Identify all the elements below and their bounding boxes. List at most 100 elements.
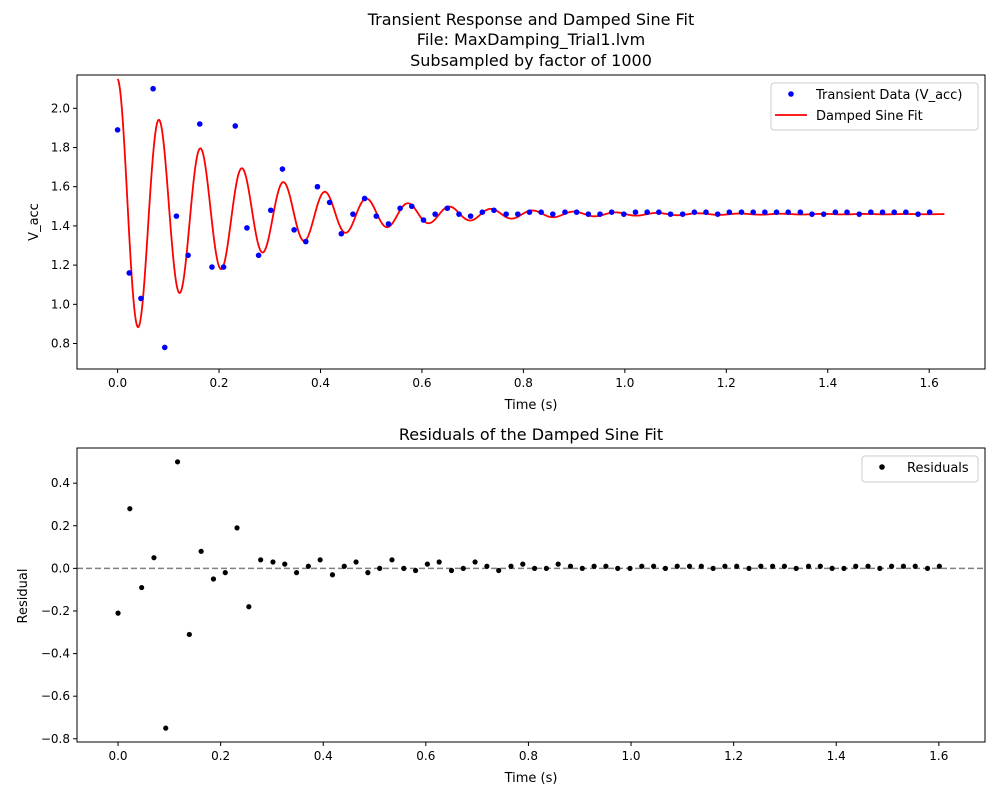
chart2-y-tick-label: −0.6 [41, 689, 70, 703]
residual-point [282, 561, 288, 567]
transient-data-point [926, 209, 933, 215]
transient-data-point [503, 211, 509, 217]
transient-response-chart: Transient Response and Damped Sine Fit F… [27, 10, 986, 413]
chart1-axes-frame [76, 74, 986, 370]
residual-point [924, 565, 931, 571]
residual-point [186, 631, 192, 638]
chart2-x-tick-label: 1.4 [827, 749, 846, 763]
residual-point [198, 548, 204, 554]
transient-data-point [255, 252, 262, 259]
transient-data-point [491, 207, 497, 214]
chart1-x-tick-label: 1.4 [818, 376, 837, 390]
transient-data-point [832, 209, 839, 215]
transient-data-point [762, 209, 768, 215]
residual-point [508, 563, 514, 569]
chart1-legend-fit-label: Damped Sine Fit [816, 109, 923, 124]
chart1-plot-area [114, 78, 945, 351]
residual-point [674, 563, 680, 569]
residual-point [865, 563, 871, 569]
chart2-legend: Residuals [861, 455, 979, 483]
residual-point [615, 565, 621, 571]
transient-data-point [550, 211, 556, 217]
residual-point [912, 563, 918, 569]
chart2-y-ticks: −0.8 −0.6 −0.4 −0.2 0.0 0.2 0.4 [41, 476, 77, 746]
transient-data-point [138, 295, 144, 302]
transient-data-point [868, 209, 874, 215]
residual-point [543, 565, 549, 571]
transient-data-point [632, 209, 639, 215]
transient-data-point [773, 209, 780, 215]
transient-data-point [915, 211, 921, 217]
transient-data-point [150, 85, 156, 92]
transient-data-point [209, 264, 215, 270]
chart2-x-tick-label: 0.8 [519, 749, 538, 763]
transient-data-point [644, 209, 650, 215]
chart2-y-tick-label: 0.0 [51, 561, 70, 575]
residual-point [484, 563, 490, 569]
residual-point [567, 563, 574, 569]
residual-point [627, 565, 633, 571]
residual-point [900, 563, 907, 569]
residual-point [555, 561, 561, 567]
transient-data-point [279, 166, 286, 172]
chart1-legend-box [770, 82, 979, 131]
transient-data-point [879, 209, 886, 215]
chart2-x-tick-label: 1.2 [724, 749, 743, 763]
residual-point [496, 567, 502, 574]
transient-data-point [726, 209, 733, 215]
transient-data-point [267, 207, 274, 214]
residual-point [793, 565, 799, 571]
chart1-y-tick-label: 1.0 [51, 297, 70, 311]
residual-point [686, 563, 693, 569]
chart1-y-ticks: 0.8 1.0 1.2 1.4 1.6 1.8 2.0 [51, 101, 77, 351]
transient-data-point [856, 211, 862, 217]
residual-point [317, 557, 323, 563]
residual-point [246, 604, 252, 610]
residual-point [889, 563, 895, 569]
residual-point [329, 572, 336, 578]
transient-data-point [703, 209, 709, 215]
chart2-x-ticks: 0.0 0.2 0.4 0.6 0.8 1.0 1.2 1.4 1.6 [108, 742, 948, 763]
transient-data-point [456, 211, 462, 217]
chart2-x-tick-label: 1.6 [929, 749, 948, 763]
chart2-x-tick-label: 0.2 [211, 749, 230, 763]
chart2-plot-area [77, 459, 985, 731]
residual-point [412, 567, 419, 574]
transient-data-point [809, 211, 815, 217]
transient-data-point [420, 217, 427, 223]
residual-point [841, 565, 847, 571]
transient-data-point [562, 209, 568, 215]
transient-data-point [691, 209, 698, 215]
chart1-y-tick-label: 1.4 [51, 219, 70, 233]
chart2-legend-box [861, 455, 979, 483]
residual-point [722, 563, 728, 569]
transient-data-point [891, 209, 897, 215]
chart1-legend-data-marker [788, 91, 794, 97]
chart1-x-tick-label: 0.8 [514, 376, 533, 390]
residual-point [436, 559, 442, 565]
chart1-x-tick-label: 0.4 [311, 376, 330, 390]
residual-point [401, 565, 407, 571]
transient-data-point [597, 211, 603, 217]
chart1-title-line-1: Transient Response and Damped Sine Fit [367, 10, 695, 29]
transient-data-point [196, 121, 203, 127]
chart2-x-tick-label: 0.4 [314, 749, 333, 763]
residual-point [365, 570, 371, 576]
transient-data-point [738, 209, 745, 215]
transient-data-point [797, 209, 804, 215]
residual-point [460, 565, 466, 571]
residual-point [210, 576, 217, 582]
residual-point [662, 565, 669, 571]
chart2-y-tick-label: −0.4 [41, 647, 70, 661]
chart1-x-tick-label: 0.0 [108, 376, 127, 390]
transient-data-point [185, 252, 191, 259]
residual-point [710, 565, 716, 571]
residual-point [139, 584, 145, 591]
transient-data-point [220, 264, 227, 270]
transient-data-point [291, 227, 297, 233]
transient-data-point [667, 211, 674, 217]
residual-point [222, 570, 228, 576]
residual-point [770, 563, 776, 569]
transient-data-point [844, 209, 850, 215]
